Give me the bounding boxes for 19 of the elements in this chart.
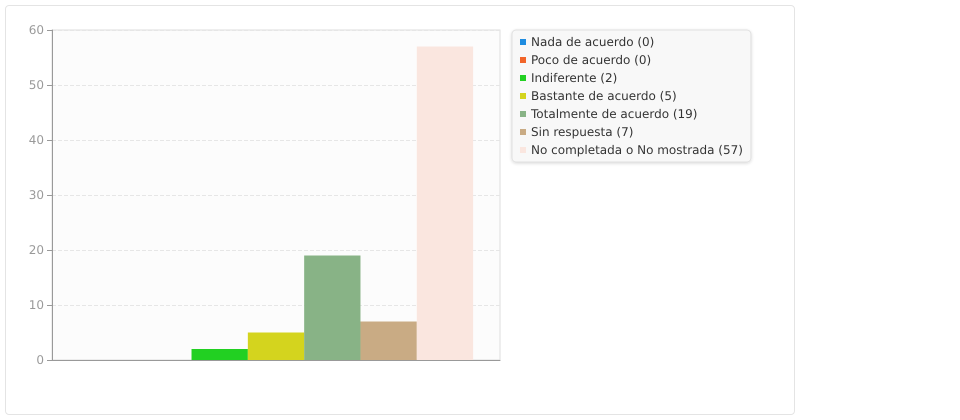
y-tick-label: 50 xyxy=(28,78,44,92)
legend-label: No completada o No mostrada (57) xyxy=(531,143,743,157)
y-tick-label: 10 xyxy=(28,298,44,312)
bar xyxy=(304,256,360,360)
legend-label: Indiferente (2) xyxy=(531,71,618,85)
bar xyxy=(192,349,248,360)
legend-label: Totalmente de acuerdo (19) xyxy=(530,107,698,121)
y-tick-label: 60 xyxy=(28,23,44,37)
legend-label: Poco de acuerdo (0) xyxy=(531,53,652,67)
legend-label: Bastante de acuerdo (5) xyxy=(531,89,677,103)
y-tick-label: 20 xyxy=(28,243,44,257)
y-tick-label: 40 xyxy=(28,133,44,147)
legend-label: Nada de acuerdo (0) xyxy=(531,35,654,49)
bar xyxy=(416,46,474,360)
y-tick-label: 30 xyxy=(28,188,44,202)
bar xyxy=(248,332,304,360)
y-tick-label: 0 xyxy=(36,353,44,367)
bar xyxy=(360,322,417,360)
legend-label: Sin respuesta (7) xyxy=(531,125,634,139)
